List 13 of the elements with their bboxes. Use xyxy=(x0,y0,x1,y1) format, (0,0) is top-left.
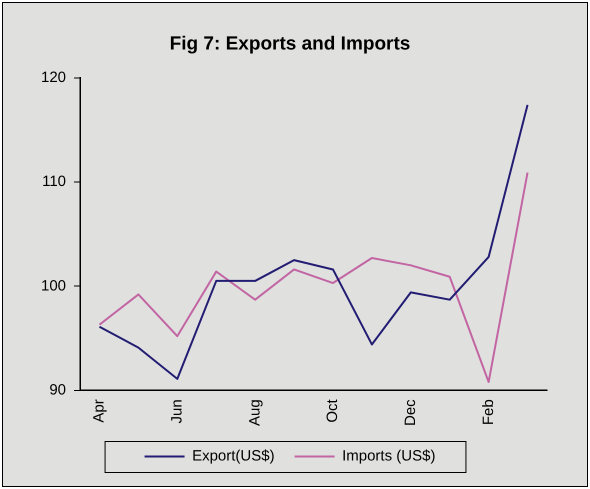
chart-title: Fig 7: Exports and Imports xyxy=(170,34,410,55)
x-tick-label: Jun xyxy=(168,399,186,424)
x-tick-label: Aug xyxy=(246,399,264,426)
legend-label: Imports (US$) xyxy=(342,448,436,465)
y-tick-label: 100 xyxy=(40,277,66,294)
y-tick-label: 110 xyxy=(42,173,66,190)
y-tick-label: 90 xyxy=(49,381,66,398)
x-tick-label: Dec xyxy=(402,398,419,426)
x-tick-label: Oct xyxy=(324,398,342,423)
legend-label: Export(US$) xyxy=(192,448,275,465)
y-tick-label: 120 xyxy=(40,68,66,86)
x-tick-label: Feb xyxy=(480,399,497,426)
x-tick-label: Apr xyxy=(90,399,108,423)
